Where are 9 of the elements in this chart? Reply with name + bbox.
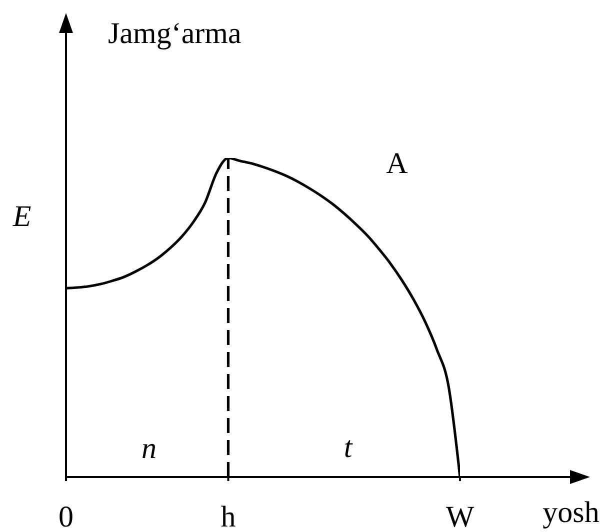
annotation: A [386,147,408,180]
x-tick-label: W [446,500,475,532]
annotation: t [344,431,353,464]
x-axis-title: yosh [542,496,600,529]
text: E [12,200,32,233]
x-tick-label: 0 [58,500,74,532]
x-tick-label: h [220,500,236,532]
y-axis-title: Jamg‘arma [108,17,242,50]
annotation: n [142,432,156,465]
